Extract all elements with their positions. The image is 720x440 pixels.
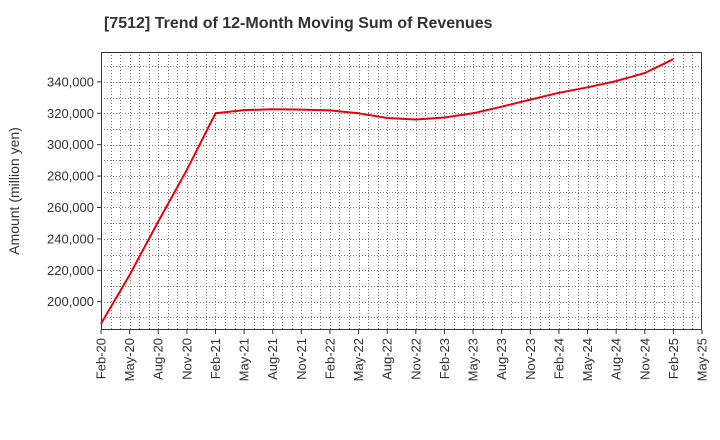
- plot-area: [101, 52, 702, 330]
- series-line: [100, 58, 674, 325]
- x-tick-label: May-20: [122, 338, 137, 381]
- x-tick-label: Aug-21: [265, 338, 280, 380]
- x-tick-label: Feb-20: [94, 338, 109, 379]
- grid: [101, 52, 702, 330]
- y-tick-label: 260,000: [47, 200, 94, 215]
- x-tick-label: Nov-22: [408, 338, 423, 380]
- y-tick-label: 240,000: [47, 231, 94, 246]
- x-tick-label: Nov-23: [523, 338, 538, 380]
- x-tick-label: Nov-24: [637, 338, 652, 380]
- x-tick-label: Nov-20: [179, 338, 194, 380]
- x-tick-label: Feb-24: [551, 338, 566, 379]
- x-tick-label: May-25: [695, 338, 710, 381]
- x-tick-label: Nov-21: [294, 338, 309, 380]
- x-tick-label: Aug-22: [380, 338, 395, 380]
- chart-title: [7512] Trend of 12-Month Moving Sum of R…: [104, 15, 493, 32]
- plot-border: [101, 52, 702, 330]
- x-tick-label: Feb-21: [208, 338, 223, 379]
- x-tick-label: Aug-20: [151, 338, 166, 380]
- y-tick-label: 320,000: [47, 106, 94, 121]
- x-tick-label: Aug-24: [609, 338, 624, 380]
- x-tick-label: May-23: [466, 338, 481, 381]
- x-tick-label: May-21: [237, 338, 252, 381]
- y-tick-label: 200,000: [47, 294, 94, 309]
- y-axis: 200,000 220,000 240,000 260,000 280,000 300,0…: [47, 74, 101, 309]
- y-tick-label: 280,000: [47, 169, 94, 184]
- x-tick-label: Aug-23: [494, 338, 509, 380]
- x-axis: Feb-20 May-20 Aug-20 Nov-20 Feb-21 May-21 Aug-…: [94, 330, 710, 381]
- y-axis-label: Amount (million yen): [6, 127, 22, 255]
- y-tick-label: 300,000: [47, 137, 94, 152]
- x-tick-label: Feb-25: [666, 338, 681, 379]
- y-tick-label: 340,000: [47, 74, 94, 89]
- x-tick-label: Feb-23: [437, 338, 452, 379]
- x-tick-label: May-24: [580, 338, 595, 381]
- series-group: [100, 58, 674, 325]
- y-tick-label: 220,000: [47, 263, 94, 278]
- x-tick-label: Feb-22: [322, 338, 337, 379]
- x-tick-label: May-22: [351, 338, 366, 381]
